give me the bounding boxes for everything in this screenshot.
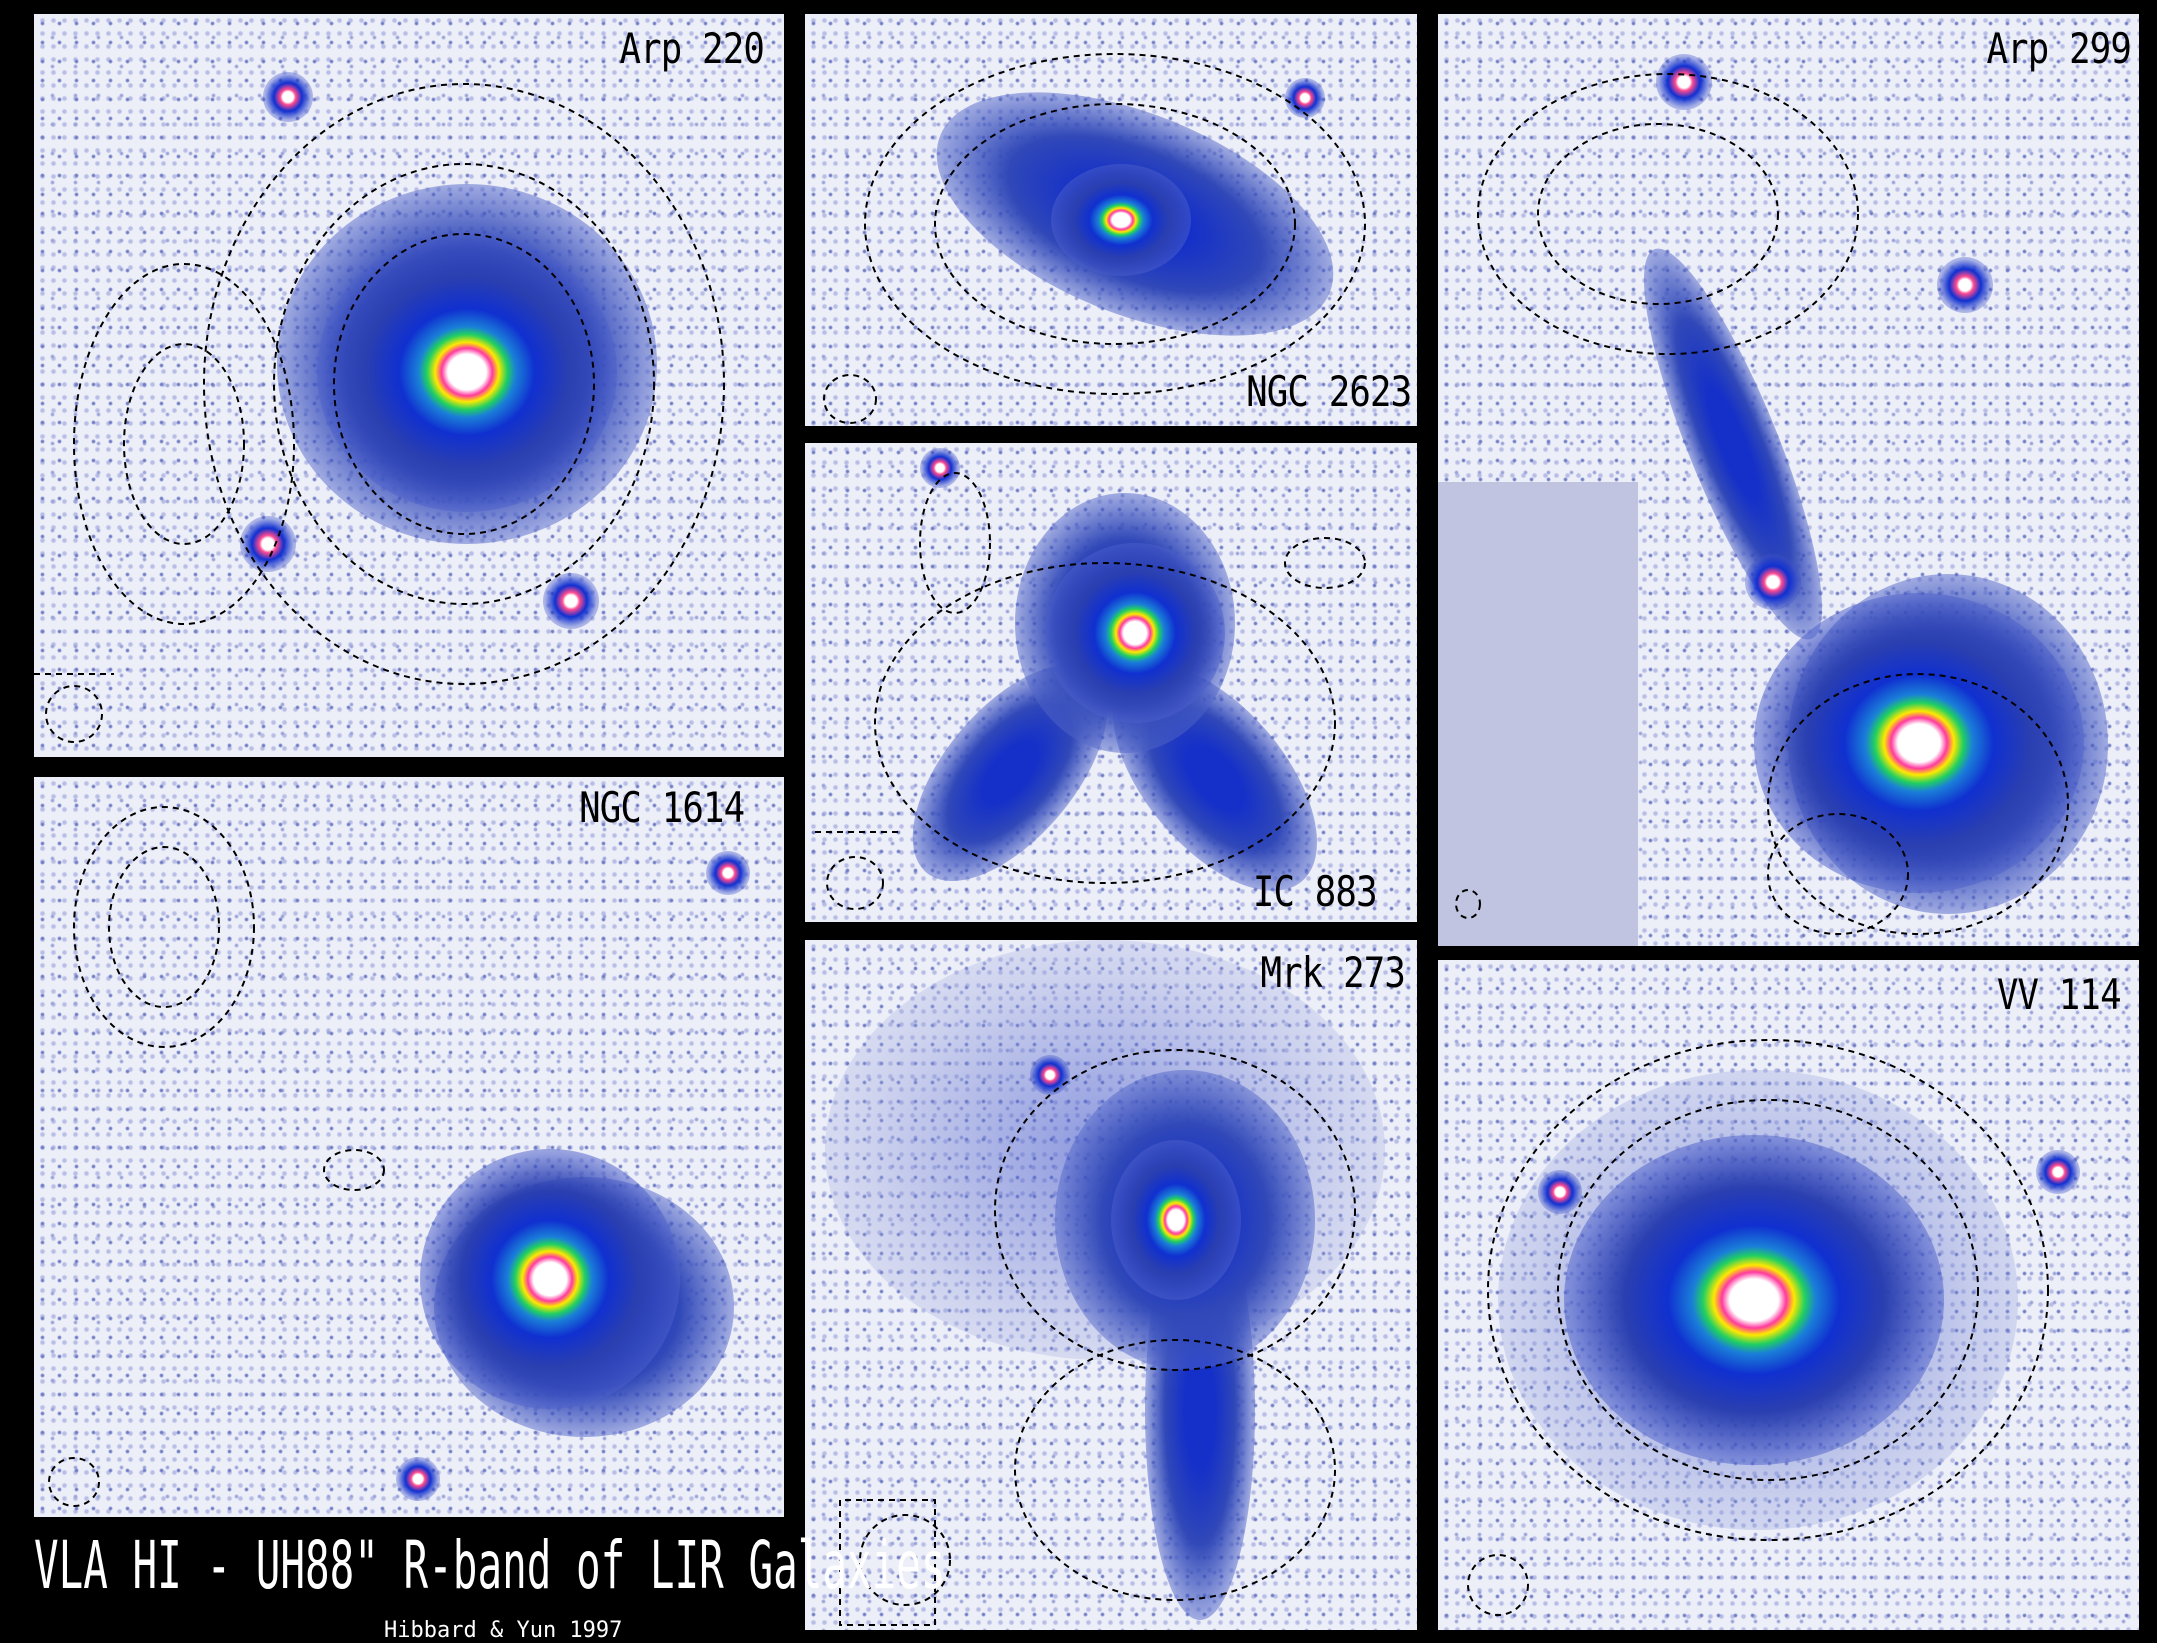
figure-title: VLA HI - UH88" R-band of LIR Galaxies — [34, 1527, 499, 1604]
contours — [1438, 960, 2139, 1630]
panel-label: Arp 299 — [1986, 24, 2131, 73]
panel: NGC 2623 — [805, 14, 1417, 426]
panel-label: NGC 1614 — [579, 783, 744, 832]
contours — [805, 14, 1417, 426]
figure-credit: Hibbard & Yun 1997 — [384, 1618, 622, 1643]
contours — [34, 777, 784, 1517]
panel-label: NGC 2623 — [1246, 367, 1411, 416]
panel: NGC 1614 — [34, 777, 784, 1517]
contours — [1438, 14, 2139, 946]
panel: Arp 220 — [34, 14, 784, 757]
panel: Arp 299 — [1438, 14, 2139, 946]
contours — [34, 14, 784, 757]
page: Arp 220 NGC 2623 Arp 299 NGC 1614 IC 883 — [0, 0, 2157, 1639]
contours — [805, 443, 1417, 922]
panel-label: VV 114 — [1997, 970, 2121, 1019]
panel: VV 114 — [1438, 960, 2139, 1630]
panel: IC 883 — [805, 443, 1417, 922]
panel-label: IC 883 — [1253, 867, 1377, 916]
panel-label: Arp 220 — [619, 24, 764, 73]
panel-label: Mrk 273 — [1260, 948, 1405, 997]
